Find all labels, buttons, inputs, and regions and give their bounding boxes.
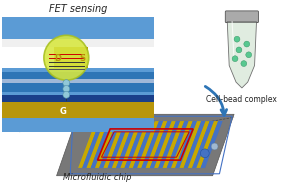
Polygon shape xyxy=(137,121,159,168)
Text: FET sensing: FET sensing xyxy=(49,4,107,14)
Text: S: S xyxy=(80,54,86,63)
FancyBboxPatch shape xyxy=(2,47,54,68)
Circle shape xyxy=(63,80,70,87)
Polygon shape xyxy=(103,121,125,168)
Circle shape xyxy=(63,91,70,98)
Polygon shape xyxy=(129,121,151,168)
Circle shape xyxy=(234,36,240,42)
Polygon shape xyxy=(78,121,222,168)
Polygon shape xyxy=(227,22,256,88)
Circle shape xyxy=(63,85,70,92)
Circle shape xyxy=(241,61,247,67)
FancyBboxPatch shape xyxy=(2,68,154,95)
Circle shape xyxy=(201,149,209,158)
Polygon shape xyxy=(154,121,176,168)
Polygon shape xyxy=(91,121,112,168)
FancyBboxPatch shape xyxy=(2,17,154,39)
Polygon shape xyxy=(82,121,104,168)
Polygon shape xyxy=(78,121,100,168)
Circle shape xyxy=(244,41,250,47)
Circle shape xyxy=(236,47,242,53)
FancyBboxPatch shape xyxy=(2,102,154,118)
Polygon shape xyxy=(179,121,201,168)
Polygon shape xyxy=(167,121,189,168)
FancyBboxPatch shape xyxy=(2,39,154,47)
Polygon shape xyxy=(162,121,184,168)
Text: D: D xyxy=(55,54,62,63)
Circle shape xyxy=(211,143,218,150)
FancyBboxPatch shape xyxy=(2,47,154,68)
FancyBboxPatch shape xyxy=(225,11,258,23)
FancyBboxPatch shape xyxy=(2,79,154,83)
Polygon shape xyxy=(192,121,214,168)
Polygon shape xyxy=(116,121,138,168)
Polygon shape xyxy=(158,121,180,168)
Circle shape xyxy=(246,52,252,58)
Polygon shape xyxy=(141,121,163,168)
Polygon shape xyxy=(112,121,133,168)
Polygon shape xyxy=(120,121,142,168)
Text: Cell-bead complex: Cell-bead complex xyxy=(206,95,277,104)
Polygon shape xyxy=(57,114,234,176)
Polygon shape xyxy=(87,121,108,168)
Polygon shape xyxy=(184,121,205,168)
Polygon shape xyxy=(196,121,218,168)
Polygon shape xyxy=(95,121,117,168)
FancyArrowPatch shape xyxy=(205,86,227,115)
Polygon shape xyxy=(99,121,121,168)
Text: Microfluidic chip: Microfluidic chip xyxy=(63,173,132,182)
FancyBboxPatch shape xyxy=(2,95,154,102)
FancyBboxPatch shape xyxy=(88,47,154,68)
Polygon shape xyxy=(124,121,146,168)
Polygon shape xyxy=(171,121,193,168)
Polygon shape xyxy=(146,121,168,168)
Polygon shape xyxy=(175,121,197,168)
FancyBboxPatch shape xyxy=(2,118,154,132)
FancyBboxPatch shape xyxy=(2,72,154,92)
Polygon shape xyxy=(108,121,130,168)
Circle shape xyxy=(44,35,89,80)
Polygon shape xyxy=(201,121,222,168)
Polygon shape xyxy=(133,121,155,168)
Text: G: G xyxy=(60,107,67,116)
Polygon shape xyxy=(150,121,172,168)
Polygon shape xyxy=(188,121,210,168)
Circle shape xyxy=(232,56,238,62)
